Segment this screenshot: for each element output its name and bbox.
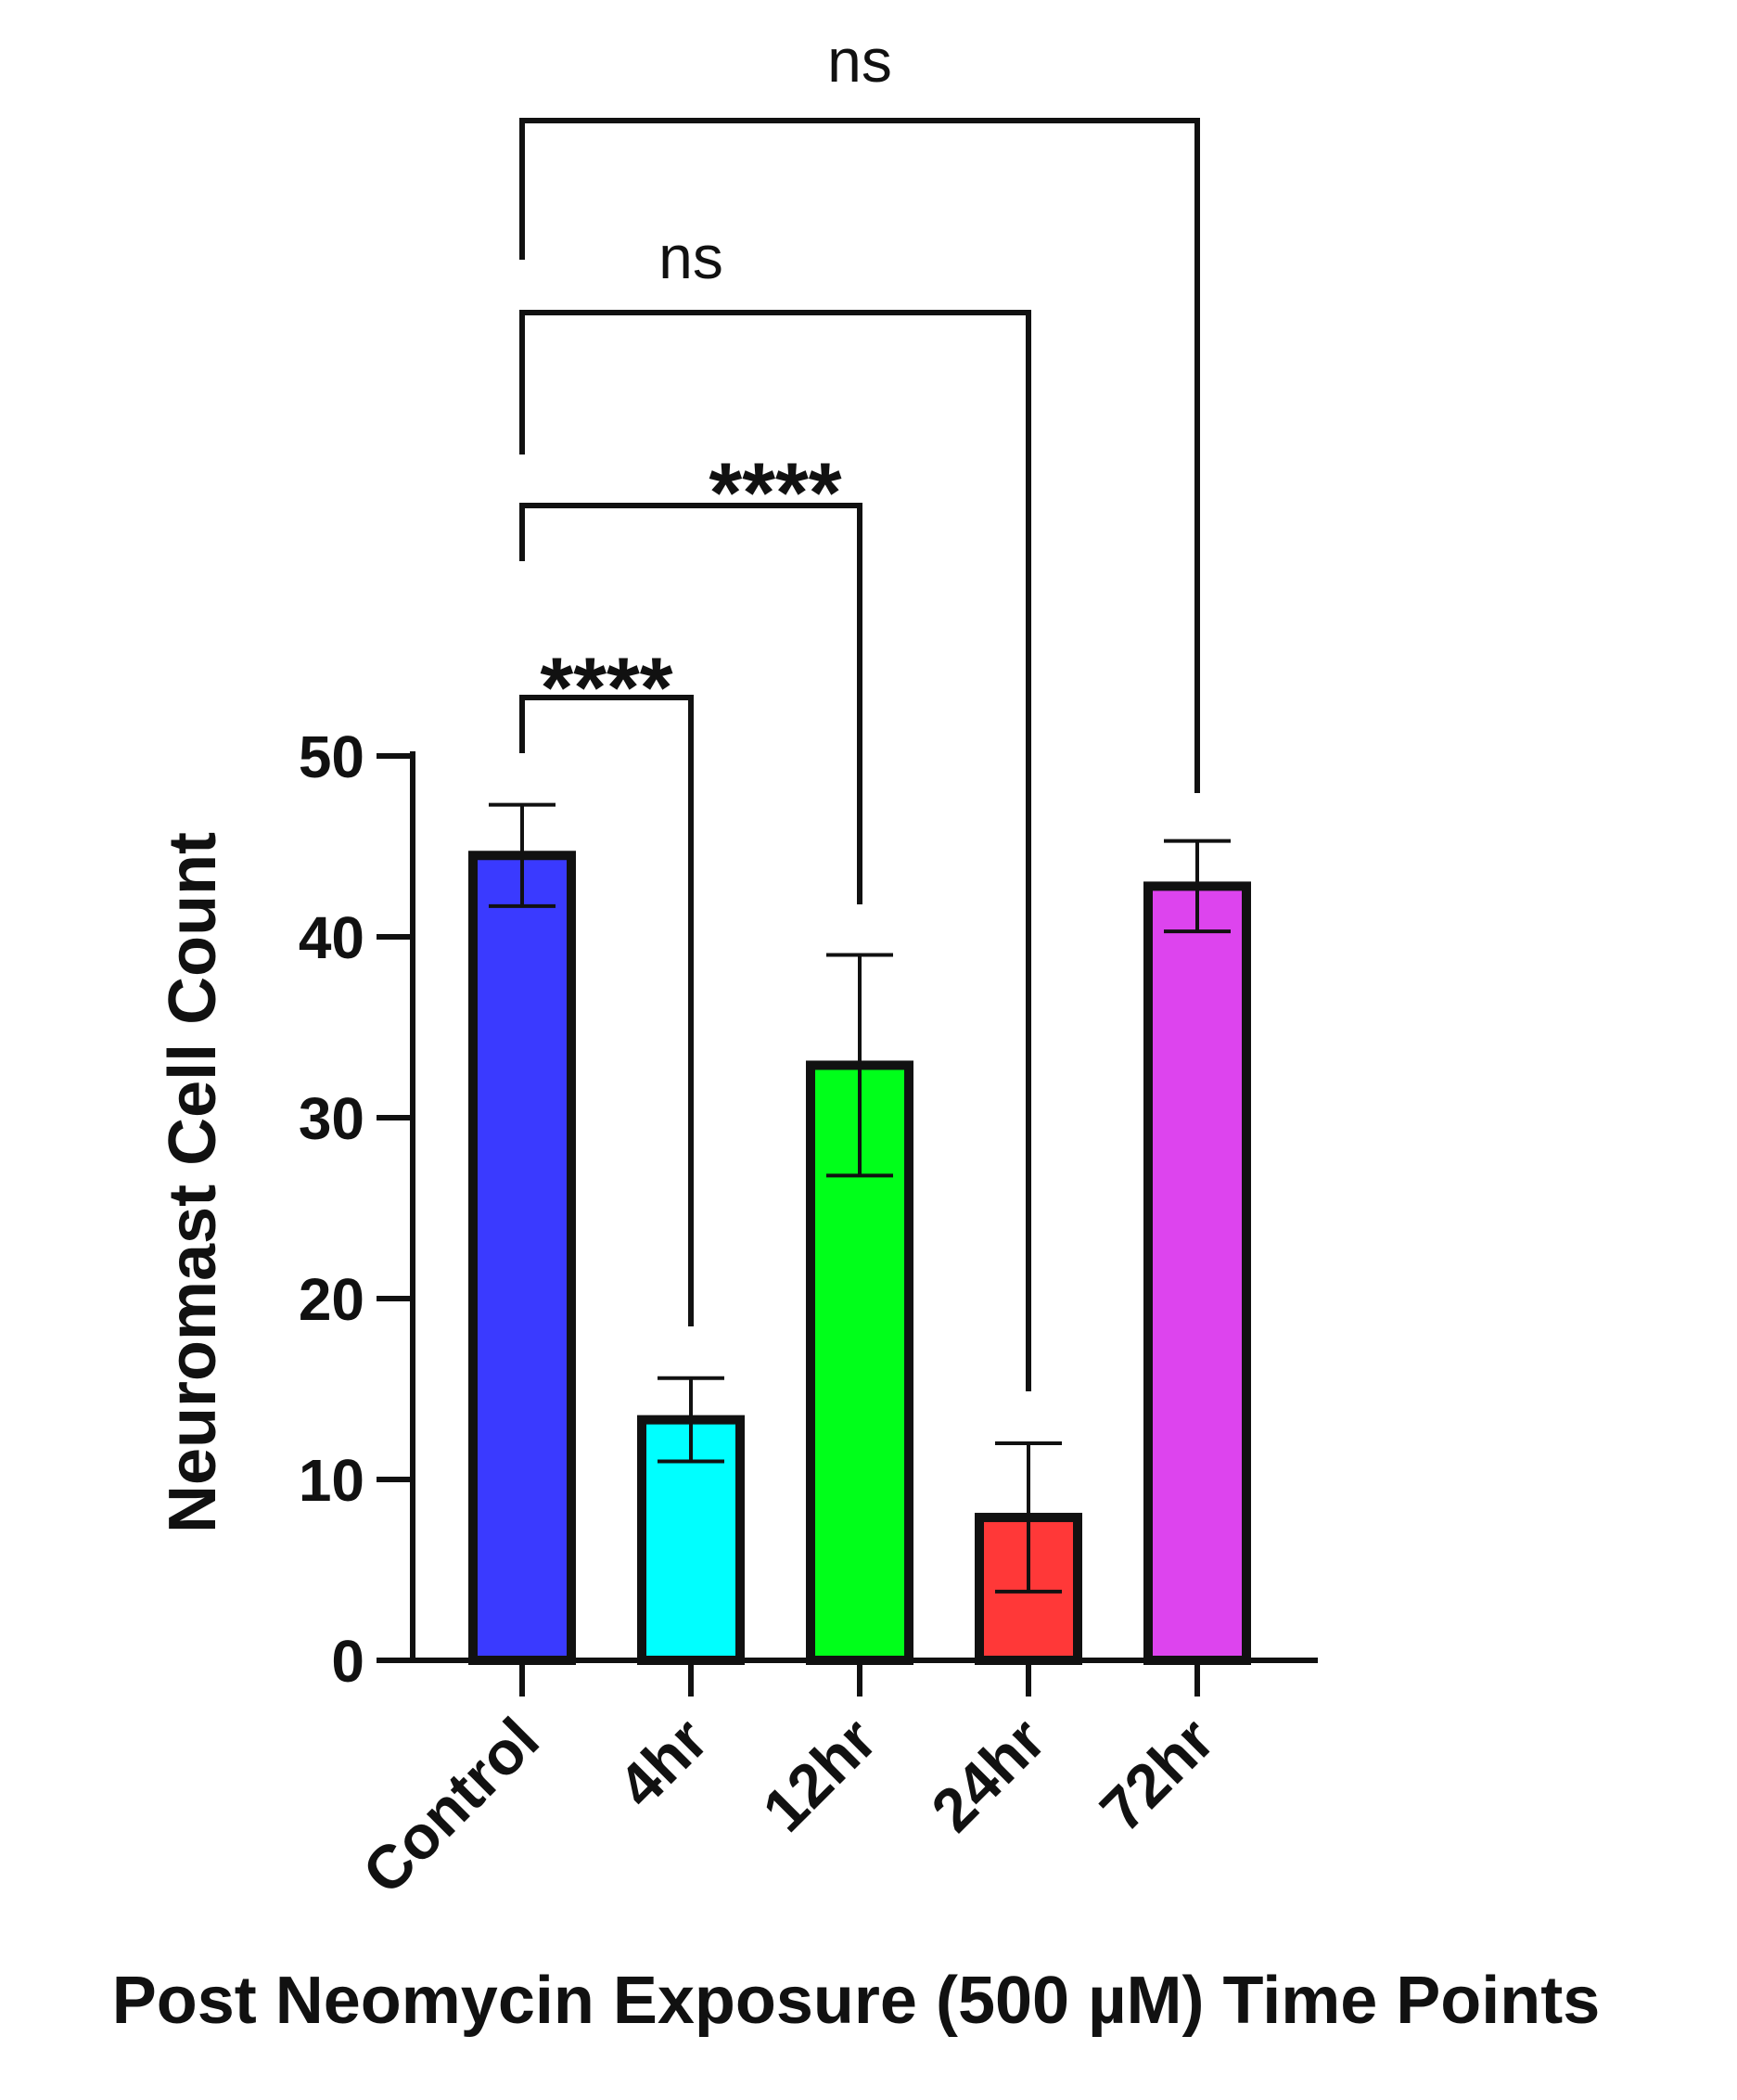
y-tick-label-20: 20 (299, 1266, 364, 1333)
y-tick-label-0: 0 (331, 1628, 364, 1695)
error-bar-72hr (1164, 839, 1231, 934)
significance-bracket (519, 310, 1031, 1391)
x-tick-label-72hr: 72hr (1087, 1705, 1227, 1845)
error-bar-control (489, 802, 556, 908)
x-tick-label-24hr: 24hr (918, 1705, 1058, 1845)
y-tick-label-30: 30 (299, 1085, 364, 1152)
significance-label: ns (827, 26, 892, 95)
significance-label: ns (658, 223, 723, 291)
significance-control-vs-72hr: ns (519, 26, 1200, 793)
y-axis-title: Neuromast Cell Count (156, 832, 230, 1533)
bar-control (468, 851, 576, 1665)
significance-bracket (519, 503, 862, 904)
bar-72hr (1143, 881, 1251, 1665)
error-bar-4hr (658, 1376, 724, 1464)
significance-bracket (519, 695, 694, 1326)
y-tick-label-10: 10 (299, 1447, 364, 1514)
significance-control-vs-4hr: **** (519, 641, 694, 1326)
significance-control-vs-24hr: **** (519, 310, 1031, 1391)
significance-bracket (519, 118, 1200, 793)
x-tick-label-12hr: 12hr (749, 1705, 889, 1845)
y-tick-label-40: 40 (299, 904, 364, 971)
error-bar-24hr (995, 1441, 1062, 1594)
significance-label: **** (540, 641, 672, 736)
x-tick-label-control: Control (350, 1705, 552, 1907)
error-bar-12hr (826, 953, 893, 1178)
significance-control-vs-12hr: ns (519, 223, 862, 904)
significance-label: **** (709, 446, 841, 541)
y-tick-label-50: 50 (299, 723, 364, 790)
x-tick-label-4hr: 4hr (605, 1705, 721, 1821)
x-axis-title: Post Neomycin Exposure (500 µM) Time Poi… (112, 1964, 1601, 2038)
